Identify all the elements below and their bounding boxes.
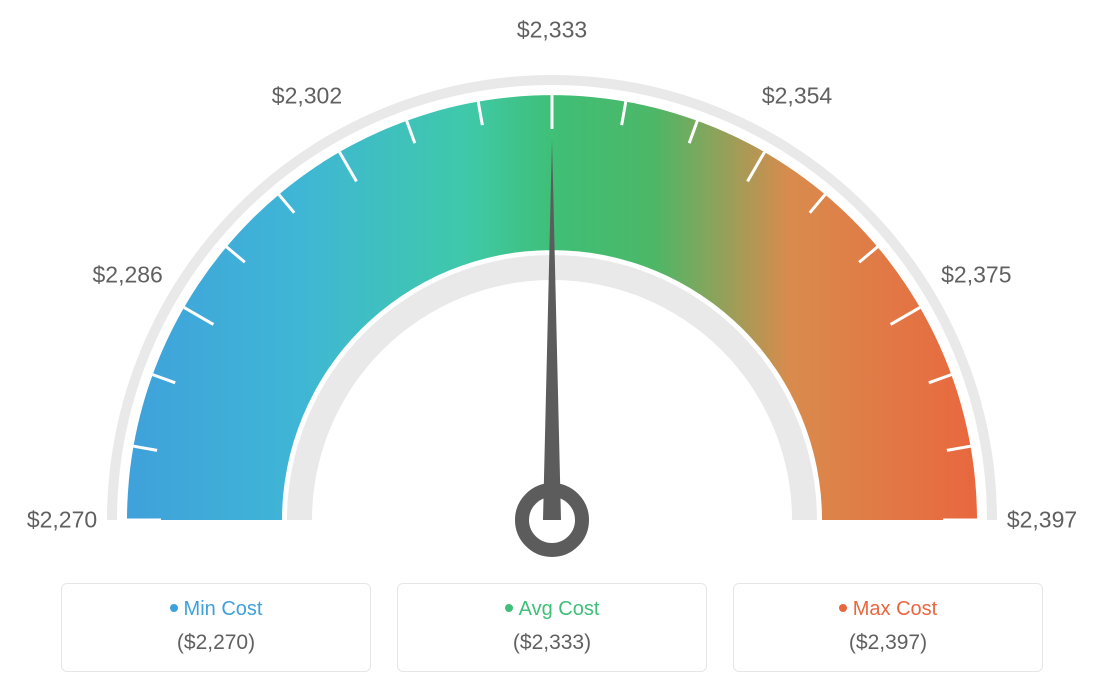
legend-card: Max Cost ($2,397) [733,583,1043,672]
gauge-tick-label: $2,270 [27,507,97,534]
gauge-tick-label: $2,375 [941,261,1011,288]
legend-card-title: Avg Cost [408,598,696,621]
gauge-tick-label: $2,397 [1007,507,1077,534]
legend-dot-icon [170,604,178,612]
legend-card: Avg Cost ($2,333) [397,583,707,672]
gauge-tick-label: $2,333 [517,17,587,44]
gauge-tick-label: $2,354 [762,82,832,109]
legend-value: ($2,333) [408,631,696,655]
gauge-tick-label: $2,302 [272,82,342,109]
legend-dot-icon [839,604,847,612]
legend-row: Min Cost ($2,270) Avg Cost ($2,333) Max Cost… [0,583,1104,672]
gauge-svg [0,0,1104,560]
legend-value: ($2,397) [744,631,1032,655]
gauge-tick-label: $2,286 [92,261,162,288]
legend-dot-icon [505,604,513,612]
legend-card: Min Cost ($2,270) [61,583,371,672]
legend-title-text: Min Cost [184,598,263,620]
legend-title-text: Avg Cost [519,598,600,620]
legend-value: ($2,270) [72,631,360,655]
legend-card-title: Max Cost [744,598,1032,621]
gauge-chart: $2,270 $2,286 $2,302 $2,333 $2,354 $2,375 $2,3… [0,0,1104,560]
legend-card-title: Min Cost [72,598,360,621]
legend-title-text: Max Cost [853,598,937,620]
